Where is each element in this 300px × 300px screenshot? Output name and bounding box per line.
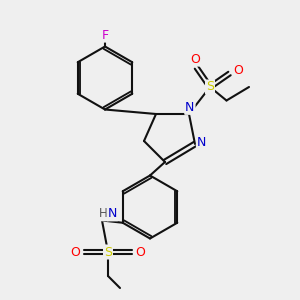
- Text: F: F: [101, 28, 109, 42]
- Text: O: O: [136, 245, 145, 259]
- Text: S: S: [104, 245, 112, 259]
- Text: O: O: [233, 64, 243, 77]
- Text: H: H: [99, 207, 108, 220]
- Text: N: N: [108, 207, 117, 220]
- Text: O: O: [71, 245, 80, 259]
- Text: O: O: [190, 52, 200, 66]
- Text: S: S: [206, 80, 214, 94]
- Text: N: N: [185, 101, 195, 114]
- Text: N: N: [197, 136, 206, 149]
